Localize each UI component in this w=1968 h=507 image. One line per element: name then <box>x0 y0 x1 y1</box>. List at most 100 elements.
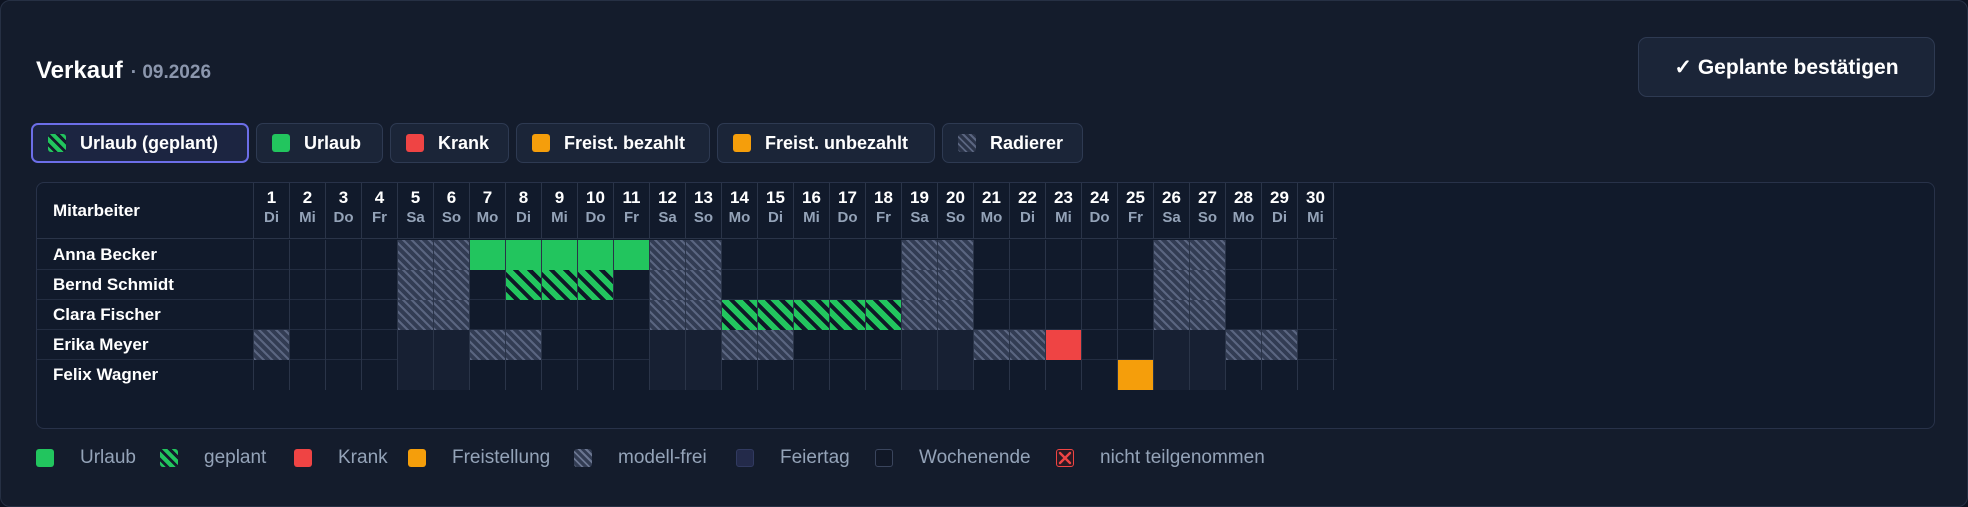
day-cell[interactable] <box>470 330 506 360</box>
day-cell[interactable] <box>326 240 362 270</box>
day-cell[interactable] <box>938 300 974 330</box>
day-cell[interactable] <box>974 360 1010 390</box>
day-cell[interactable] <box>254 330 290 360</box>
day-cell[interactable] <box>722 270 758 300</box>
day-cell[interactable] <box>542 360 578 390</box>
day-cell[interactable] <box>1154 300 1190 330</box>
day-cell[interactable] <box>974 330 1010 360</box>
day-cell[interactable] <box>1262 270 1298 300</box>
day-cell[interactable] <box>578 360 614 390</box>
day-cell[interactable] <box>1226 330 1262 360</box>
day-cell[interactable] <box>722 240 758 270</box>
day-cell[interactable] <box>722 300 758 330</box>
day-cell[interactable] <box>1010 360 1046 390</box>
day-cell[interactable] <box>1010 300 1046 330</box>
day-cell[interactable] <box>1190 300 1226 330</box>
day-cell[interactable] <box>1154 360 1190 390</box>
day-cell[interactable] <box>866 330 902 360</box>
day-cell[interactable] <box>1262 360 1298 390</box>
day-cell[interactable] <box>830 240 866 270</box>
day-cell[interactable] <box>1082 240 1118 270</box>
day-cell[interactable] <box>506 300 542 330</box>
day-cell[interactable] <box>326 270 362 300</box>
day-cell[interactable] <box>794 360 830 390</box>
day-cell[interactable] <box>290 330 326 360</box>
day-cell[interactable] <box>1262 240 1298 270</box>
day-cell[interactable] <box>1226 270 1262 300</box>
tool-radierer[interactable]: Radierer <box>942 123 1083 163</box>
day-cell[interactable] <box>938 240 974 270</box>
day-cell[interactable] <box>362 270 398 300</box>
day-cell[interactable] <box>974 300 1010 330</box>
day-cell[interactable] <box>506 270 542 300</box>
tool-freist-unbezahlt[interactable]: Freist. unbezahlt <box>717 123 935 163</box>
confirm-planned-button[interactable]: ✓ Geplante bestätigen <box>1638 37 1935 97</box>
day-cell[interactable] <box>434 240 470 270</box>
day-cell[interactable] <box>434 270 470 300</box>
day-cell[interactable] <box>470 270 506 300</box>
day-cell[interactable] <box>830 330 866 360</box>
tool-urlaub[interactable]: Urlaub <box>256 123 383 163</box>
day-cell[interactable] <box>290 240 326 270</box>
day-cell[interactable] <box>398 330 434 360</box>
day-cell[interactable] <box>1118 270 1154 300</box>
day-cell[interactable] <box>758 300 794 330</box>
day-cell[interactable] <box>830 300 866 330</box>
day-cell[interactable] <box>614 240 650 270</box>
day-cell[interactable] <box>470 300 506 330</box>
day-cell[interactable] <box>398 300 434 330</box>
day-cell[interactable] <box>1082 270 1118 300</box>
day-cell[interactable] <box>614 270 650 300</box>
day-cell[interactable] <box>1190 240 1226 270</box>
day-cell[interactable] <box>398 270 434 300</box>
day-cell[interactable] <box>398 240 434 270</box>
day-cell[interactable] <box>902 360 938 390</box>
day-cell[interactable] <box>362 360 398 390</box>
day-cell[interactable] <box>1262 330 1298 360</box>
day-cell[interactable] <box>650 240 686 270</box>
day-cell[interactable] <box>974 240 1010 270</box>
day-cell[interactable] <box>1118 300 1154 330</box>
day-cell[interactable] <box>866 300 902 330</box>
day-cell[interactable] <box>542 300 578 330</box>
day-cell[interactable] <box>1010 240 1046 270</box>
day-cell[interactable] <box>1046 330 1082 360</box>
day-cell[interactable] <box>902 240 938 270</box>
day-cell[interactable] <box>1154 330 1190 360</box>
day-cell[interactable] <box>1118 240 1154 270</box>
day-cell[interactable] <box>290 360 326 390</box>
day-cell[interactable] <box>794 270 830 300</box>
day-cell[interactable] <box>650 330 686 360</box>
day-cell[interactable] <box>902 300 938 330</box>
day-cell[interactable] <box>434 300 470 330</box>
day-cell[interactable] <box>254 300 290 330</box>
day-cell[interactable] <box>1046 270 1082 300</box>
day-cell[interactable] <box>506 240 542 270</box>
day-cell[interactable] <box>470 240 506 270</box>
day-cell[interactable] <box>686 330 722 360</box>
day-cell[interactable] <box>650 360 686 390</box>
day-cell[interactable] <box>326 360 362 390</box>
day-cell[interactable] <box>686 300 722 330</box>
day-cell[interactable] <box>1082 360 1118 390</box>
day-cell[interactable] <box>1226 240 1262 270</box>
day-cell[interactable] <box>614 330 650 360</box>
day-cell[interactable] <box>1190 330 1226 360</box>
day-cell[interactable] <box>866 270 902 300</box>
day-cell[interactable] <box>1046 360 1082 390</box>
day-cell[interactable] <box>1190 360 1226 390</box>
day-cell[interactable] <box>866 360 902 390</box>
day-cell[interactable] <box>1298 300 1334 330</box>
day-cell[interactable] <box>1046 300 1082 330</box>
day-cell[interactable] <box>830 360 866 390</box>
day-cell[interactable] <box>686 270 722 300</box>
day-cell[interactable] <box>794 330 830 360</box>
day-cell[interactable] <box>542 270 578 300</box>
day-cell[interactable] <box>758 360 794 390</box>
tool-urlaub-geplant[interactable]: Urlaub (geplant) <box>31 123 249 163</box>
day-cell[interactable] <box>1082 300 1118 330</box>
day-cell[interactable] <box>902 330 938 360</box>
day-cell[interactable] <box>434 360 470 390</box>
day-cell[interactable] <box>650 300 686 330</box>
day-cell[interactable] <box>254 360 290 390</box>
